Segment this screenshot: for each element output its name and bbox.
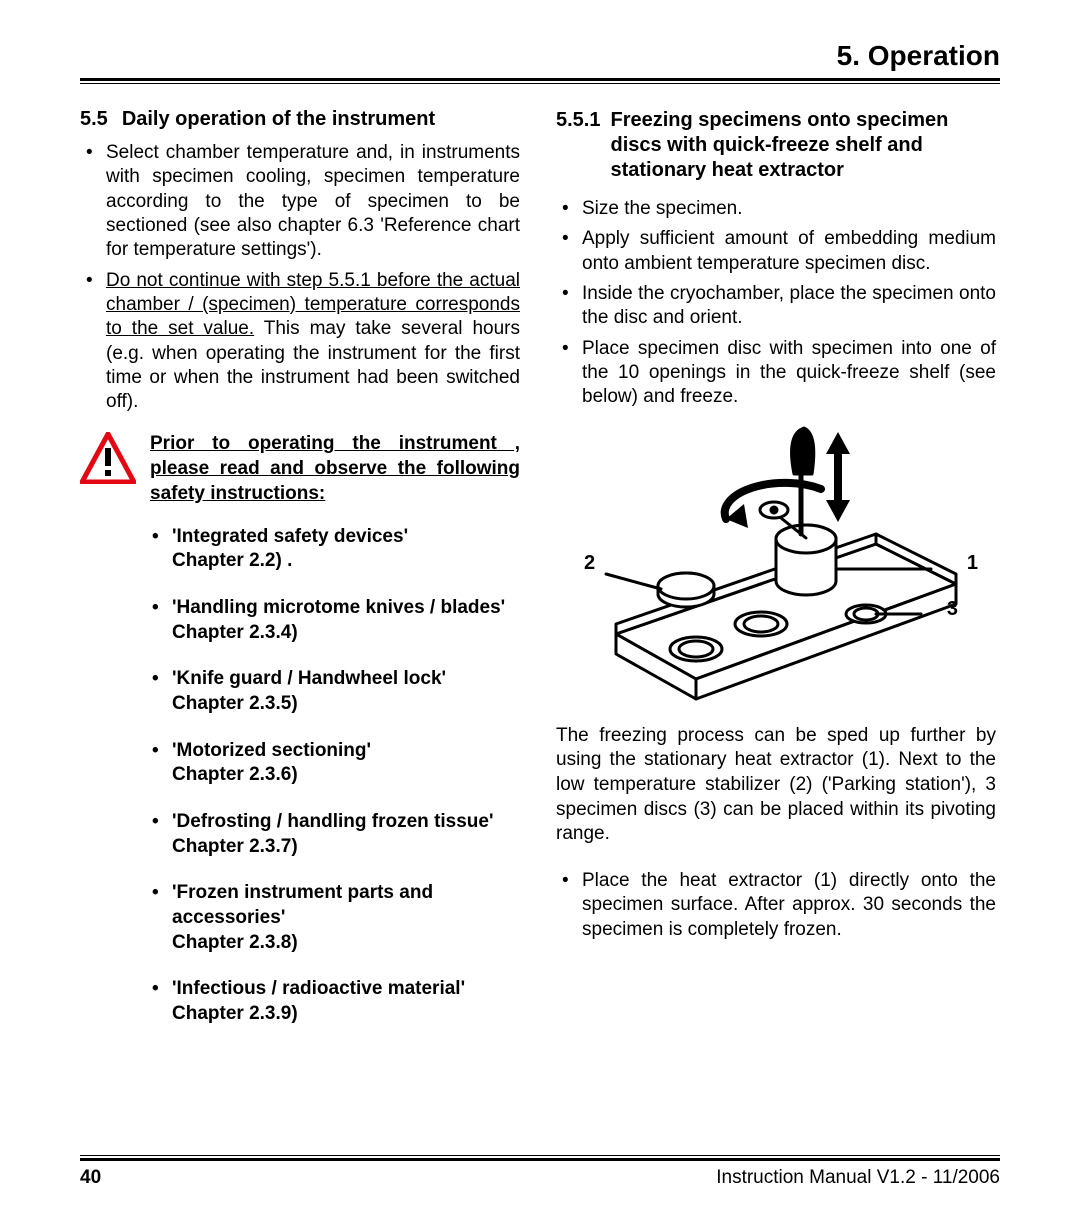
page-number: 40 [80,1167,101,1189]
chapter-title: 5. Operation [80,40,1000,78]
header-rule [80,78,1000,84]
section-title: Daily operation of the instrument [122,108,435,131]
section-5-5-bullets: Select chamber temperature and, in instr… [80,141,520,414]
list-item: Select chamber temperature and, in instr… [106,141,520,263]
list-item: Inside the cryochamber, place the specim… [582,282,996,331]
section-number: 5.5 [80,108,108,131]
warning-item: 'Motorized sectioning'Chapter 2.3.6) [172,739,520,788]
quick-freeze-figure: 1 2 3 [576,424,976,704]
page-footer: 40 Instruction Manual V1.2 - 11/2006 [80,1155,1000,1189]
warning-list: 'Integrated safety devices'Chapter 2.2) … [150,525,520,1027]
list-item: Place the heat extractor (1) directly on… [582,869,996,942]
section-heading-5-5: 5.5 Daily operation of the instrument [80,108,520,131]
warning-item: 'Frozen instrument parts and accessories… [172,881,520,955]
section-heading-5-5-1: 5.5.1 Freezing specimens onto specimen d… [556,108,996,183]
figure-label-3: 3 [947,598,958,621]
figure-label-2: 2 [584,552,595,575]
manual-page: 5. Operation 5.5 Daily operation of the … [0,0,1080,1221]
warning-icon [80,432,136,1048]
warning-item: 'Handling microtome knives / blades'Chap… [172,596,520,645]
list-item: Size the specimen. [582,197,996,221]
section-5-5-1-bullets-bottom: Place the heat extractor (1) directly on… [556,869,996,942]
section-number: 5.5.1 [556,108,600,183]
figure-label-1: 1 [967,552,978,575]
right-column: 5.5.1 Freezing specimens onto specimen d… [556,108,996,1049]
section-title: Freezing specimens onto specimen discs w… [610,108,996,183]
warning-body: Prior to operating the instrument , plea… [150,432,520,1048]
list-item: Do not continue with step 5.5.1 before t… [106,269,520,415]
warning-lead: Prior to operating the instrument , plea… [150,432,520,506]
footer-rule [80,1155,1000,1161]
warning-item: 'Infectious / radioactive material'Chapt… [172,977,520,1026]
left-column: 5.5 Daily operation of the instrument Se… [80,108,520,1049]
body-paragraph: The freezing process can be sped up furt… [556,724,996,847]
list-item: Place specimen disc with specimen into o… [582,337,996,410]
warning-item: 'Integrated safety devices'Chapter 2.2) … [172,525,520,574]
content-columns: 5.5 Daily operation of the instrument Se… [80,108,1000,1049]
warning-item: 'Defrosting / handling frozen tissue'Cha… [172,810,520,859]
section-5-5-1-bullets-top: Size the specimen. Apply sufficient amou… [556,197,996,410]
list-item: Apply sufficient amount of embedding med… [582,227,996,276]
warning-item: 'Knife guard / Handwheel lock'Chapter 2.… [172,667,520,716]
warning-box: Prior to operating the instrument , plea… [80,432,520,1048]
manual-version: Instruction Manual V1.2 - 11/2006 [716,1167,1000,1189]
